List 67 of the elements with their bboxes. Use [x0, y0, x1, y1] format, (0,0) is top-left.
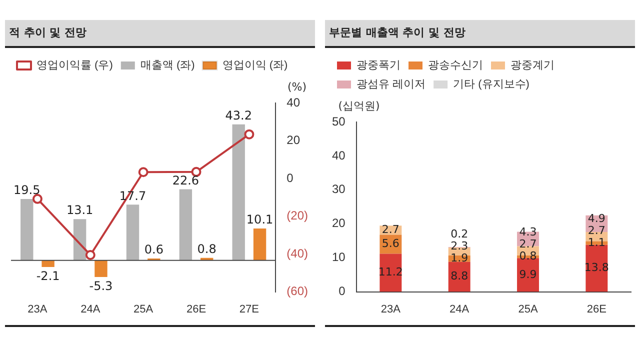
y-tick-label: 30 — [332, 182, 346, 196]
data-label: 9.9 — [519, 268, 537, 281]
y2-tick-label: 0 — [286, 170, 294, 185]
x-tick-label: 27E — [239, 303, 259, 316]
data-label: 1.1 — [588, 236, 606, 249]
point — [85, 250, 96, 260]
y2-tick-label: (40) — [286, 246, 308, 260]
legend-label: 매출액 (좌) — [140, 60, 195, 72]
data-label: 5.6 — [382, 237, 400, 250]
legend-label: 영업이익 (좌) — [222, 60, 288, 72]
y-tick-label: 40 — [332, 148, 346, 162]
chart-title: 적 추이 및 전망 — [5, 20, 315, 48]
bar — [73, 219, 86, 260]
data-label: 2.7 — [519, 238, 537, 251]
y-tick-label: 50 — [332, 114, 346, 128]
bar — [232, 124, 245, 260]
data-label: 0.6 — [144, 242, 164, 257]
data-label: -5.3 — [89, 279, 113, 294]
bar — [253, 228, 266, 260]
data-label: 0.2 — [450, 228, 468, 241]
data-label: 2.3 — [450, 240, 468, 253]
data-label: 43.2 — [225, 108, 252, 123]
y2-tick-label: (60) — [286, 284, 308, 298]
legend-label: 광섬유 레이저 — [356, 78, 426, 91]
data-label: 0.8 — [519, 250, 537, 263]
bar — [20, 198, 34, 260]
legend-label: 광중계기 — [510, 60, 554, 72]
point — [32, 194, 42, 204]
data-label: -2.1 — [36, 269, 60, 284]
y2-axis-title: (%) — [287, 80, 307, 94]
data-label: 2.7 — [382, 223, 400, 236]
legend-label: 광송수신기 — [428, 60, 483, 72]
x-tick-label: 24A — [80, 303, 101, 316]
data-label: 13.1 — [66, 203, 94, 218]
point — [138, 167, 148, 178]
y-tick-label: 20 — [332, 216, 346, 230]
bar — [94, 260, 108, 278]
chart-title: 부문별 매출액 추이 및 전망 — [325, 20, 635, 48]
x-tick-label: 25A — [518, 303, 538, 316]
x-tick-label: 23A — [380, 303, 402, 316]
data-label: 4.9 — [588, 212, 606, 225]
data-label: 4.3 — [519, 226, 537, 239]
y-tick-label: 0 — [338, 284, 346, 298]
x-tick-label: 23A — [28, 303, 48, 316]
x-tick-label: 26E — [586, 303, 606, 316]
x-tick-label: 24A — [450, 303, 470, 316]
data-label: 8.8 — [450, 270, 468, 283]
data-label: 10.1 — [246, 212, 274, 227]
y2-tick-label: 40 — [286, 95, 300, 110]
legend-label: 기타 (유지보수) — [453, 78, 530, 91]
x-tick-label: 26E — [186, 303, 206, 316]
bar — [179, 189, 192, 260]
y2-tick-label: 20 — [286, 133, 300, 148]
legend-label: 광중폭기 — [356, 60, 400, 72]
point — [244, 129, 254, 140]
data-label: 19.5 — [14, 183, 40, 198]
bar — [126, 204, 140, 260]
bar — [42, 260, 54, 267]
y-tick-label: 10 — [332, 250, 346, 264]
x-tick-label: 25A — [134, 303, 154, 316]
data-label: 1.9 — [450, 252, 468, 265]
data-label: 2.7 — [588, 224, 606, 237]
y-axis-title: (십억원) — [338, 99, 380, 112]
y2-tick-label: (20) — [286, 208, 308, 223]
data-label: 22.6 — [172, 173, 200, 188]
data-label: 0.8 — [197, 242, 216, 256]
legend-label: 영업이익률 (우) — [36, 60, 113, 72]
